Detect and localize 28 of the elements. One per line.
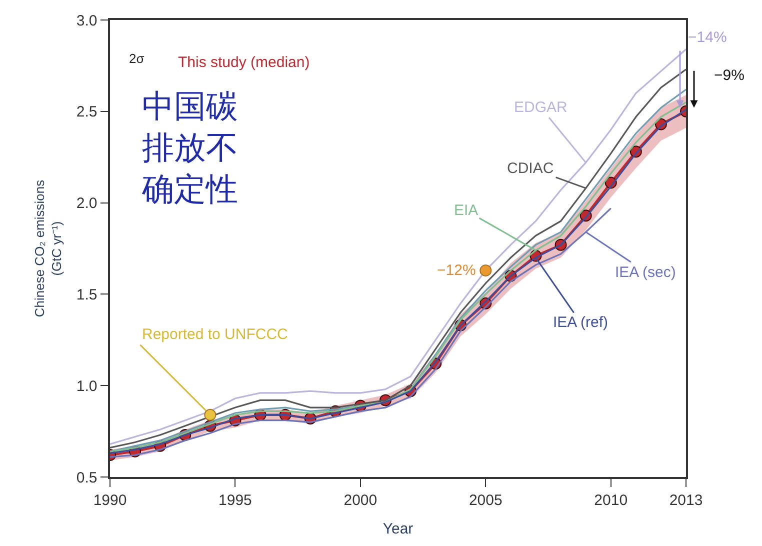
text: IEA (ref) [553,314,608,331]
x-tick-label: 1995 [218,492,252,509]
legend-label: IEA (sec) [615,264,676,281]
point [204,408,216,421]
x-axis-title: Year [382,520,414,538]
x-tick-label: 2010 [594,492,628,509]
annotation: −12% [437,262,476,279]
annotation: −9% [714,67,744,84]
x-tick-label: 2005 [468,492,502,509]
x-tick-label: 2013 [669,492,703,509]
x-tick-label: 1990 [93,492,127,509]
text: EDGAR [514,99,568,116]
y-tick-label: 3.0 [76,12,98,30]
annotation: Reported to UNFCCC [142,326,288,343]
y-tick-label: 2.0 [76,195,98,212]
x-tick-label: 2000 [344,492,378,509]
y-axis-title: Chinese CO₂ emissions (GtC yr⁻¹) [32,179,64,318]
point [480,264,492,276]
annotation: 中国碳排放不确定性 [141,87,238,208]
y-tick-label: 2.5 [76,104,98,121]
annotation: 2σ [129,51,144,66]
y-tick-label: 1.0 [76,378,98,395]
text: EIA [454,202,478,219]
text: This study (median) [178,54,310,71]
y-tick-label: 1.5 [76,286,98,304]
y-tick-label: 0.5 [76,469,98,486]
text: CDIAC [507,160,554,177]
annotation: −14% [688,29,727,46]
